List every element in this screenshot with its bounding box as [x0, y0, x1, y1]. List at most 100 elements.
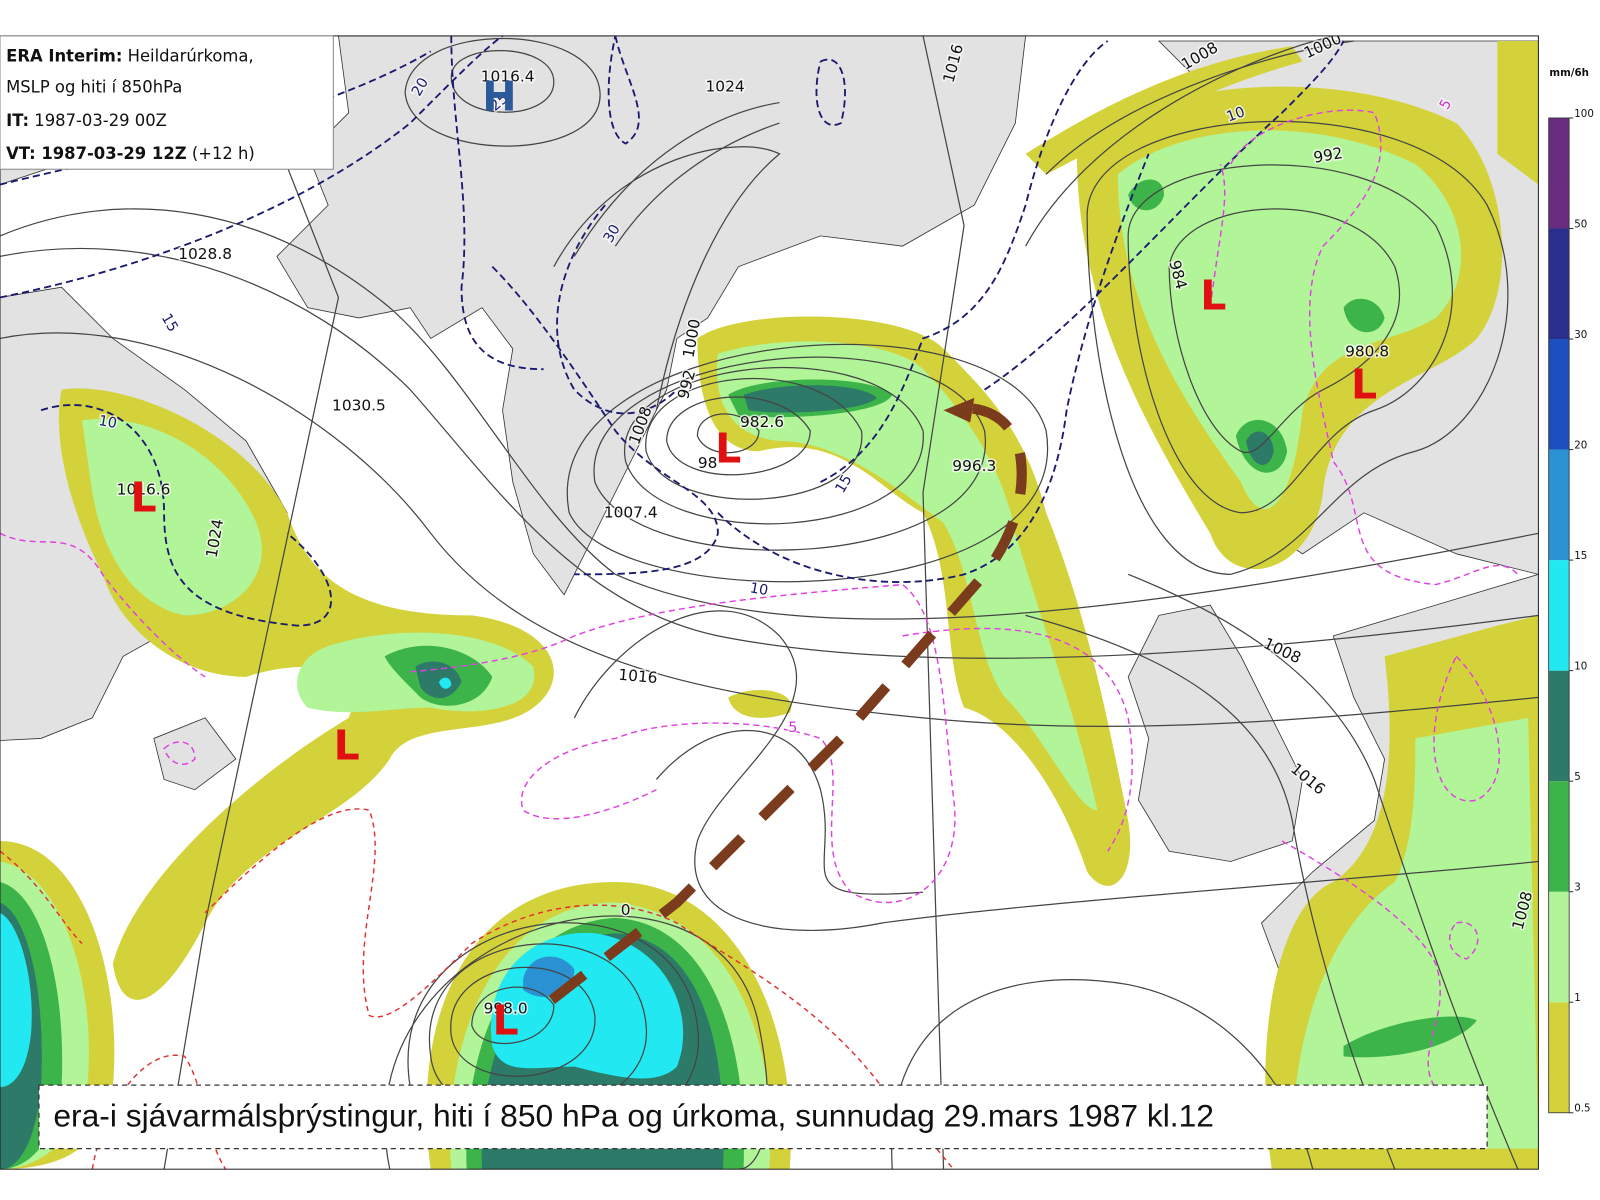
isobar-label: 98: [698, 454, 718, 472]
colorbar-segment: [1548, 339, 1570, 450]
temperature-contour: [556, 204, 678, 415]
colorbar-segment: [1548, 670, 1570, 782]
legend-box: [0, 35, 334, 170]
isobar: [655, 730, 924, 895]
caption: era-i sjávarmálsþrýstingur, hiti í 850 h…: [53, 1097, 1214, 1133]
legend-text: VT: 1987-03-29 12Z: [6, 144, 187, 163]
isobar-label: 1016: [618, 666, 659, 687]
precip-light: [1497, 41, 1539, 185]
pressure-value: 1028.8: [178, 245, 232, 263]
isobar: [553, 146, 781, 411]
legend-line: MSLP og hiti í 850hPa: [6, 77, 182, 96]
colorbar-tick-label: 10: [1574, 661, 1587, 673]
pressure-value: 1016.6: [117, 481, 171, 499]
isobar: [1127, 164, 1453, 514]
isobar: [623, 366, 924, 525]
map-layer: 1016.41028.81030.51016.61007.4982.6996.3…: [0, 35, 1594, 1170]
isobar: [0, 247, 1539, 659]
temperature-contour-positive: [902, 627, 1133, 852]
colorbar-tick-label: 0.5: [1574, 1103, 1590, 1115]
legend-text: IT:: [6, 111, 29, 130]
pressure-center: L: [131, 473, 157, 521]
temperature-contour: [450, 35, 544, 371]
temperature-label: 5: [788, 720, 797, 736]
temperature-contour: [815, 58, 846, 126]
isobar: [666, 396, 811, 476]
storm-track: [548, 403, 1027, 1005]
pressure-value: 1030.5: [332, 397, 386, 415]
temperature-contour-positive: [1209, 163, 1226, 308]
track-arrowhead: [943, 397, 975, 423]
pressure-value: 980.8: [1345, 342, 1389, 360]
temperature-contour: [40, 404, 332, 627]
colorbar-segment: [1548, 117, 1570, 229]
temperature-contour-zero: [0, 850, 83, 945]
pressure-center: H: [482, 72, 516, 120]
temperature-label: 10: [749, 580, 770, 599]
colorbar-segment: [1548, 891, 1570, 1003]
temperature-contour-positive: [163, 741, 196, 765]
pressure-center: L: [1200, 271, 1226, 319]
precip-moderate: [82, 418, 262, 616]
legend-line: IT: 1987-03-29 00Z: [6, 111, 167, 130]
legend-text: ERA Interim:: [6, 47, 122, 66]
isobar-label: 1024: [706, 78, 745, 96]
temperature-contour-positive: [1448, 921, 1479, 960]
map-frame: 1016.4 1028.8 1030.5 1016.6 1007.4 982.6 996.3…: [0, 35, 1539, 1170]
precip-intense: [438, 677, 452, 689]
isobar: [1025, 35, 1334, 247]
colorbar-segment: [1548, 228, 1570, 340]
isobar: [1045, 40, 1354, 175]
isobar-label: 992: [1312, 144, 1344, 167]
colorbar-unit: mm/6h: [1549, 67, 1589, 79]
temperature-contour: [0, 35, 504, 299]
temperature-contour: [717, 153, 1150, 583]
pressure-center: L: [334, 722, 360, 770]
temperature-contour: [491, 266, 719, 576]
colorbar-tick-label: 20: [1574, 439, 1587, 451]
land: [276, 35, 1027, 596]
isobar: [1127, 573, 1519, 1170]
legend-text: Heildarúrkoma,: [128, 47, 254, 66]
legend-text: 1987-03-29 00Z: [34, 111, 167, 130]
isobar: [922, 35, 965, 1170]
isobar: [696, 413, 760, 454]
precip-very-heavy: [743, 385, 877, 413]
colorbar-segment: [1548, 781, 1570, 892]
isobar: [0, 332, 1539, 728]
precip-light: [1025, 46, 1303, 175]
isobar: [1025, 614, 1396, 1170]
temperature-contour-positive: [1281, 840, 1457, 1109]
temperature-label: 10: [97, 413, 118, 432]
isobar: [614, 122, 780, 247]
colorbar-tick-label: 30: [1574, 329, 1587, 341]
pressure-value: 996.3: [952, 457, 996, 475]
temperature-contour-positive: [410, 583, 956, 904]
precip-heavy: [1128, 179, 1165, 211]
legend-text: MSLP og hiti í 850hPa: [6, 77, 182, 96]
temperature-contour: [984, 40, 1345, 391]
isobar: [471, 986, 555, 1045]
temperature-contour-zero: [204, 808, 955, 1170]
temperature-contour: [820, 40, 1109, 483]
temperature-contour-positive: [0, 532, 206, 678]
colorbar-segment: [1548, 1002, 1570, 1113]
colorbar-tick-label: 1: [1574, 992, 1581, 1004]
isobar: [566, 343, 1049, 583]
land: [153, 717, 237, 791]
colorbar-segment: [1548, 449, 1570, 561]
isobar: [1168, 208, 1401, 454]
isobar: [645, 377, 863, 500]
pressure-value: 998.0: [484, 1000, 528, 1018]
colorbar-tick-label: 15: [1574, 550, 1587, 562]
colorbar-tick-label: 50: [1574, 218, 1587, 230]
isobar: [0, 208, 1539, 620]
temperature-label: 0: [621, 901, 631, 919]
pressure-value: 1007.4: [604, 503, 658, 521]
pressure-center: L: [715, 424, 741, 472]
colorbar-border: [1548, 117, 1570, 1114]
isobar: [404, 37, 601, 147]
map-border: [0, 35, 1539, 1170]
pressure-center: L: [1351, 361, 1377, 409]
